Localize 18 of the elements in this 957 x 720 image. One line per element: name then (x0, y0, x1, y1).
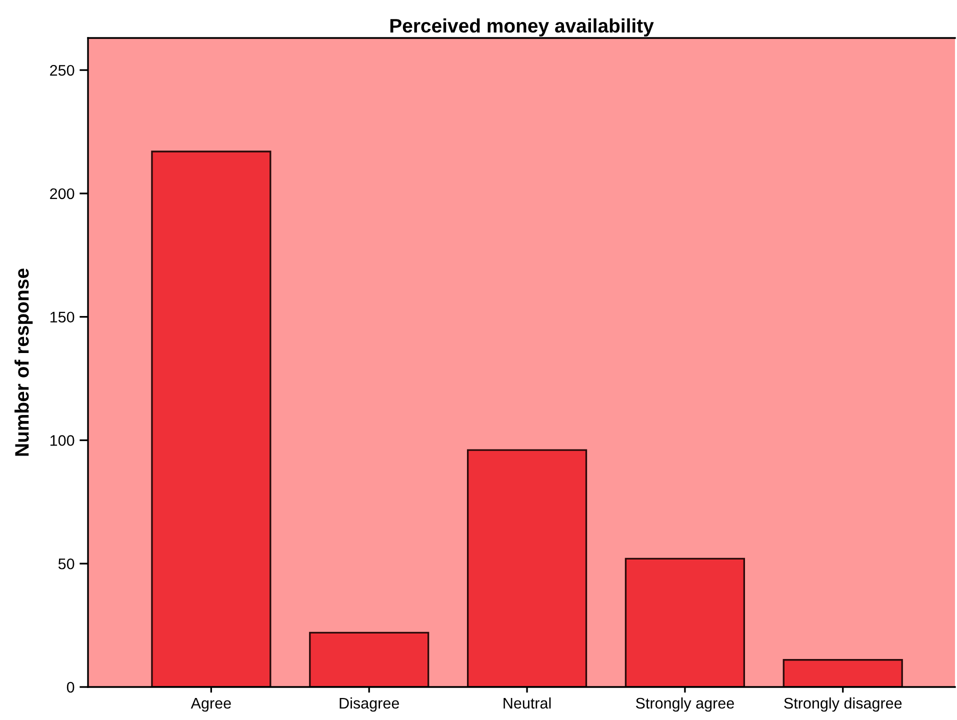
bar (782, 659, 903, 687)
y-tick-label: 0 (66, 682, 74, 693)
chart-title: Perceived money availability (390, 18, 654, 36)
y-tick-label: 250 (50, 64, 74, 76)
x-tick-label: Agree (190, 698, 231, 712)
y-tick-label: 100 (50, 435, 74, 446)
x-tick-label: Strongly agree (636, 697, 734, 712)
y-tick-label: 50 (58, 558, 74, 570)
y-tick-label: 150 (50, 312, 74, 323)
x-tick-label: Disagree (340, 697, 399, 712)
x-tick-label: Neutral (504, 697, 551, 709)
y-tick-label: 200 (50, 188, 74, 200)
bar (151, 150, 272, 687)
bar (309, 632, 430, 687)
x-tick-label: Strongly disagree (784, 697, 902, 712)
bar (466, 449, 588, 687)
y-axis-title: Number of response (14, 268, 33, 456)
bar (624, 558, 746, 687)
